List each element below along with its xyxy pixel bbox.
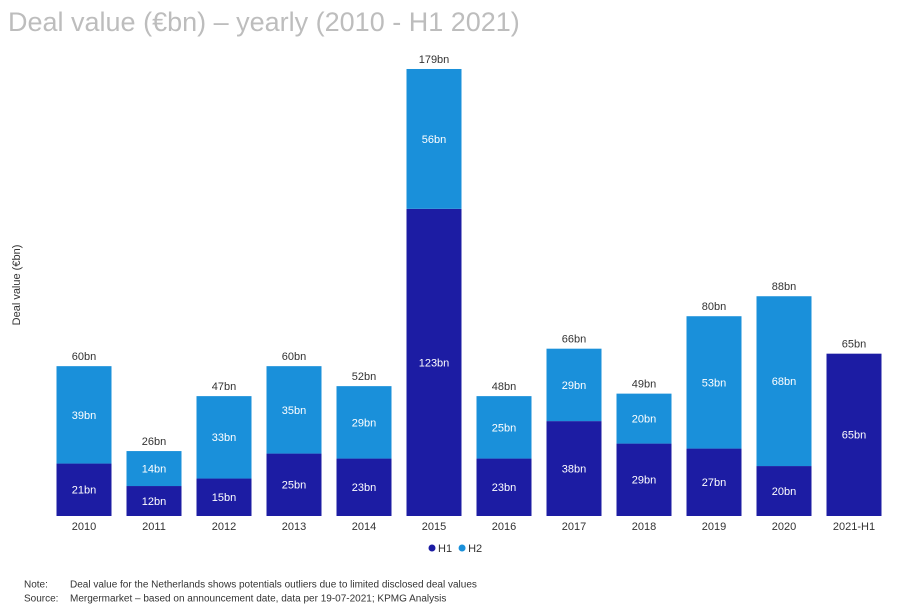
- bar-segment: [826, 353, 882, 516]
- legend-label: H1: [438, 543, 452, 555]
- data-label: 20bn: [772, 486, 796, 498]
- bar-segment: [406, 208, 462, 516]
- bar-segment: [336, 386, 392, 459]
- x-tick-label: 2016: [492, 521, 516, 533]
- total-label: 52bn: [352, 371, 376, 383]
- data-label: 29bn: [632, 475, 656, 487]
- data-label: 25bn: [492, 422, 516, 434]
- data-label: 68bn: [772, 376, 796, 388]
- bar-segment: [56, 366, 112, 464]
- total-label: 65bn: [842, 339, 866, 351]
- bar-segment: [266, 453, 322, 516]
- bar-segment: [476, 396, 532, 459]
- bar-segment: [546, 421, 602, 516]
- total-label: 47bn: [212, 381, 236, 393]
- x-tick-label: 2019: [702, 521, 726, 533]
- x-tick-label: 2012: [212, 521, 236, 533]
- bar-segment: [126, 451, 182, 487]
- y-axis-label: Deal value (€bn): [11, 245, 23, 326]
- bar-segment: [56, 463, 112, 516]
- data-label: 35bn: [282, 405, 306, 417]
- data-label: 53bn: [702, 377, 726, 389]
- chart-title: Deal value (€bn) – yearly (2010 - H1 202…: [8, 7, 520, 37]
- bar-segment: [266, 366, 322, 454]
- bar-segment: [406, 68, 462, 209]
- data-label: 29bn: [352, 417, 376, 429]
- total-label: 48bn: [492, 381, 516, 393]
- data-label: 65bn: [842, 430, 866, 442]
- total-label: 26bn: [142, 436, 166, 448]
- data-label: 56bn: [422, 134, 446, 146]
- bar-segment: [336, 458, 392, 516]
- bar-segment: [126, 486, 182, 516]
- x-tick-label: 2015: [422, 521, 446, 533]
- x-tick-label: 2010: [72, 521, 96, 533]
- data-label: 23bn: [492, 482, 516, 494]
- bar-segment: [616, 393, 672, 444]
- total-label: 179bn: [419, 54, 450, 66]
- total-label: 60bn: [72, 351, 96, 363]
- note-label: Note:: [24, 580, 48, 591]
- total-label: 60bn: [282, 351, 306, 363]
- note-text: Mergermarket – based on announcement dat…: [70, 594, 446, 605]
- x-tick-label: 2013: [282, 521, 306, 533]
- bar-segment: [196, 478, 252, 516]
- data-label: 20bn: [632, 414, 656, 426]
- data-label: 123bn: [419, 357, 450, 369]
- bar-segment: [686, 448, 742, 516]
- note-label: Source:: [24, 594, 58, 605]
- data-label: 12bn: [142, 496, 166, 508]
- x-tick-label: 2014: [352, 521, 376, 533]
- bar-segment: [476, 458, 532, 516]
- legend-swatch: [428, 544, 436, 552]
- bar-segment: [756, 466, 812, 516]
- data-label: 14bn: [142, 463, 166, 475]
- data-label: 23bn: [352, 482, 376, 494]
- x-tick-label: 2021-H1: [833, 521, 875, 533]
- data-label: 21bn: [72, 485, 96, 497]
- total-label: 66bn: [562, 334, 586, 346]
- legend-label: H2: [468, 543, 482, 555]
- data-label: 39bn: [72, 410, 96, 422]
- data-label: 15bn: [212, 492, 236, 504]
- total-label: 80bn: [702, 301, 726, 313]
- note-text: Deal value for the Netherlands shows pot…: [70, 580, 477, 591]
- x-tick-label: 2018: [632, 521, 656, 533]
- total-label: 88bn: [772, 281, 796, 293]
- x-tick-label: 2011: [142, 521, 166, 533]
- bar-segment: [686, 316, 742, 449]
- bar-segment: [546, 348, 602, 422]
- x-tick-label: 2020: [772, 521, 796, 533]
- data-label: 33bn: [212, 432, 236, 444]
- data-label: 25bn: [282, 480, 306, 492]
- bar-segment: [616, 443, 672, 516]
- total-label: 49bn: [632, 379, 656, 391]
- bar-segment: [196, 396, 252, 479]
- bar-segment: [756, 296, 812, 467]
- data-label: 27bn: [702, 477, 726, 489]
- data-label: 29bn: [562, 380, 586, 392]
- data-label: 38bn: [562, 463, 586, 475]
- legend-swatch: [458, 544, 466, 552]
- x-tick-label: 2017: [562, 521, 586, 533]
